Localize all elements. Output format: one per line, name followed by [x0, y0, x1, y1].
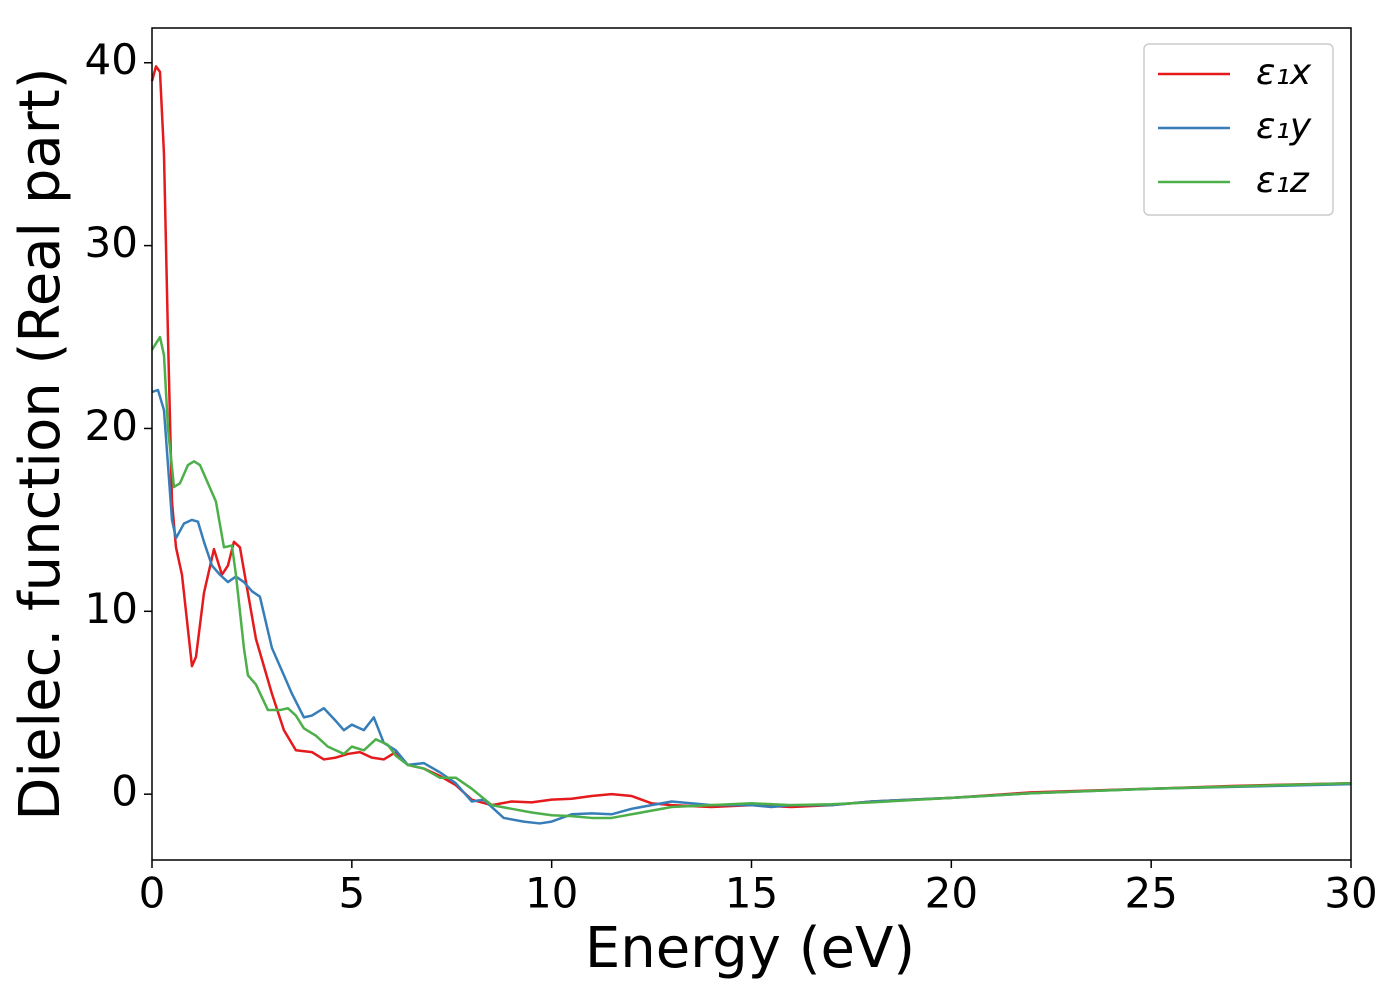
- legend-label: ε₁y: [1256, 106, 1312, 147]
- legend-label: ε₁x: [1256, 52, 1312, 93]
- x-axis-label: Energy (eV): [585, 916, 915, 981]
- y-tick-label: 30: [85, 218, 138, 267]
- plot-frame: [151, 27, 1352, 861]
- y-tick-label: 20: [85, 401, 138, 450]
- y-tick-label: 10: [85, 584, 138, 633]
- x-tick-label: 15: [725, 869, 778, 918]
- legend-label: ε₁z: [1256, 160, 1310, 201]
- x-tick-label: 30: [1324, 869, 1377, 918]
- y-axis-label: Dielec. function (Real part): [8, 67, 73, 820]
- y-tick-label: 0: [111, 767, 138, 816]
- x-tick-label: 10: [525, 869, 578, 918]
- x-tick-label: 25: [1124, 869, 1177, 918]
- data-line: [150, 335, 1352, 820]
- x-tick-label: 0: [139, 869, 166, 918]
- x-tick-label: 20: [925, 869, 978, 918]
- legend-box: [1143, 43, 1334, 216]
- x-tick-label: 5: [338, 869, 365, 918]
- y-tick-label: 40: [85, 35, 138, 84]
